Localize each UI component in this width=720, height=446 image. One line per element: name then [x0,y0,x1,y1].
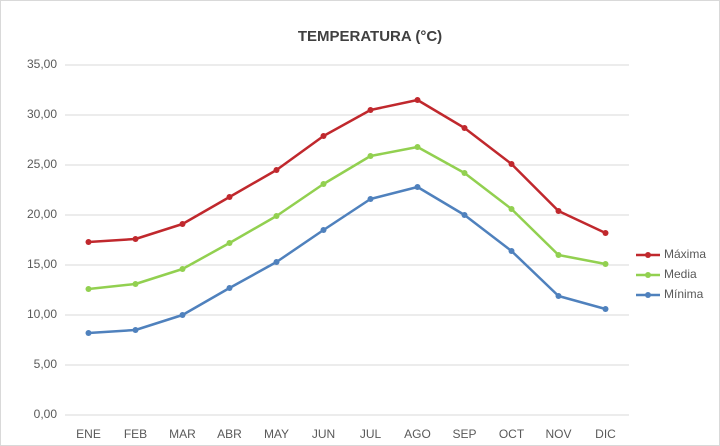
point [508,248,515,254]
legend-marker [645,272,651,278]
point [226,285,233,291]
point [179,266,186,272]
point [320,181,327,187]
point [226,194,233,200]
point [226,240,233,246]
point [414,184,421,190]
point [461,170,468,176]
x-tick-label: OCT [499,427,525,441]
x-tick-label: MAY [264,427,289,441]
y-tick-label: 20,00 [27,207,57,221]
point [461,125,468,131]
x-tick-label: JUN [312,427,335,441]
x-tick-label: DIC [595,427,616,441]
point [602,306,609,312]
series-line [88,98,607,244]
point [132,236,139,242]
point [508,206,515,212]
point [602,261,609,267]
point [320,227,327,233]
series-line [88,185,606,335]
point [179,312,186,318]
legend-marker [645,292,651,298]
y-tick-label: 15,00 [27,257,57,271]
point [414,97,421,103]
point [85,239,92,245]
x-tick-label: MAR [169,427,196,441]
legend-marker [645,252,651,258]
point [85,286,92,292]
x-tick-label: NOV [545,427,571,441]
point [273,213,280,219]
x-tick-label: JUL [360,427,382,441]
point [132,327,139,333]
y-tick-label: 10,00 [27,307,57,321]
x-tick-label: AGO [404,427,431,441]
point [367,107,374,113]
y-tick-label: 35,00 [27,57,57,71]
point [85,330,92,336]
point [273,167,280,173]
point [508,161,515,167]
y-tick-label: 30,00 [27,107,57,121]
point [367,153,374,159]
point [461,212,468,218]
point [555,252,562,258]
point [179,221,186,227]
y-tick-label: 5,00 [34,357,58,371]
x-tick-label: ABR [217,427,242,441]
y-tick-label: 0,00 [34,407,58,421]
x-tick-label: SEP [452,427,476,441]
x-tick-label: FEB [124,427,147,441]
chart-title: TEMPERATURA (°C) [298,28,442,45]
legend-label: Mínima [664,287,704,301]
series-line [88,145,606,291]
point [273,259,280,265]
point [367,196,374,202]
x-tick-label: ENE [76,427,101,441]
point [132,281,139,287]
point [320,133,327,139]
point [555,293,562,299]
point [602,230,609,236]
point [555,208,562,214]
y-tick-label: 25,00 [27,157,57,171]
legend-label: Media [664,267,697,281]
legend-label: Máxima [664,247,706,261]
point [414,144,421,150]
